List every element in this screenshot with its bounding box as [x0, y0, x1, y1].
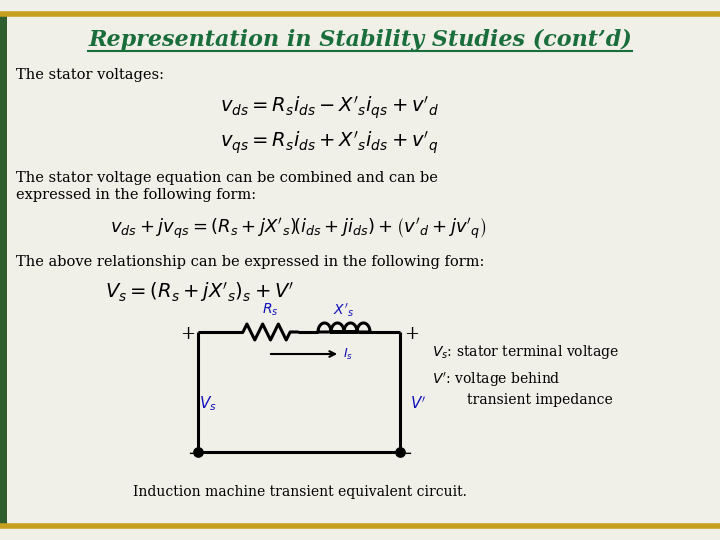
Text: $V'$: voltage behind: $V'$: voltage behind	[432, 371, 561, 389]
Point	[395, 448, 406, 456]
Text: $I_s$: $I_s$	[343, 347, 353, 362]
Text: transient impedance: transient impedance	[432, 393, 613, 407]
Text: $X'_s$: $X'_s$	[333, 301, 354, 319]
Text: −: −	[397, 445, 413, 463]
Text: $v_{ds} = R_s i_{ds} - X'_s i_{qs} + v'_d$: $v_{ds} = R_s i_{ds} - X'_s i_{qs} + v'_…	[220, 94, 438, 122]
Text: Representation in Stability Studies (cont’d): Representation in Stability Studies (con…	[88, 29, 632, 51]
Text: The stator voltage equation can be combined and can be: The stator voltage equation can be combi…	[16, 171, 438, 185]
Bar	[0, 14, 7, 526]
Text: Induction machine transient equivalent circuit.: Induction machine transient equivalent c…	[133, 485, 467, 499]
Text: +: +	[405, 325, 420, 343]
Text: The above relationship can be expressed in the following form:: The above relationship can be expressed …	[16, 255, 485, 269]
Text: $V_s$: stator terminal voltage: $V_s$: stator terminal voltage	[432, 343, 619, 361]
Text: $R_s$: $R_s$	[262, 302, 278, 318]
Text: $V_s$: $V_s$	[199, 395, 217, 413]
Text: $v_{ds} + jv_{qs} = \left(R_s + jX'_s\right)\!\left(i_{ds} + ji_{ds}\right) + \l: $v_{ds} + jv_{qs} = \left(R_s + jX'_s\ri…	[110, 215, 486, 241]
Text: $V_s = \left(R_s + jX'_s\right)_s + V'$: $V_s = \left(R_s + jX'_s\right)_s + V'$	[105, 280, 294, 304]
Text: $v_{qs} = R_s i_{ds} + X'_s i_{ds} + v'_q$: $v_{qs} = R_s i_{ds} + X'_s i_{ds} + v'_…	[220, 130, 438, 156]
Point	[192, 448, 204, 456]
Text: +: +	[181, 325, 196, 343]
Text: The stator voltages:: The stator voltages:	[16, 68, 164, 82]
Text: −: −	[187, 445, 202, 463]
Text: $V'$: $V'$	[410, 396, 426, 413]
Text: expressed in the following form:: expressed in the following form:	[16, 188, 256, 202]
